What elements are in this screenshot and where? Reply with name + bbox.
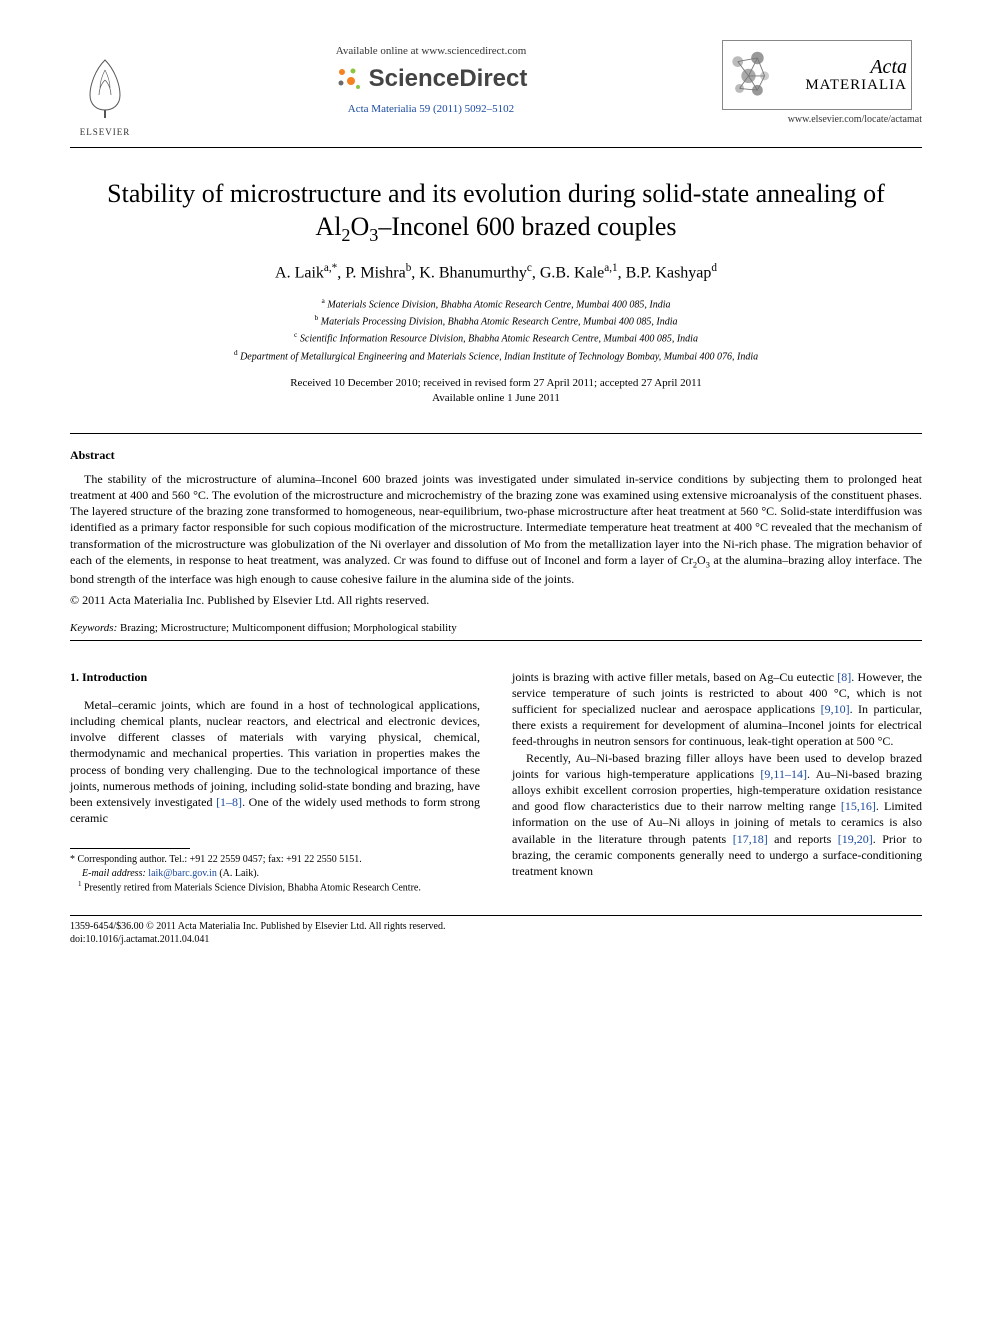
email-link[interactable]: laik@barc.gov.in (148, 868, 217, 879)
keywords-line: Keywords: Brazing; Microstructure; Multi… (70, 622, 922, 634)
affil-c: c Scientific Information Resource Divisi… (70, 329, 922, 346)
left-p1-a: Metal–ceramic joints, which are found in… (70, 698, 480, 809)
affil-a-text: Materials Science Division, Bhabha Atomi… (327, 299, 670, 310)
footnotes: * Corresponding author. Tel.: +91 22 255… (70, 853, 480, 895)
author-1-sup: a,* (324, 262, 337, 274)
ref-15-16[interactable]: [15,16] (841, 799, 876, 813)
center-header: Available online at www.sciencedirect.co… (140, 40, 722, 115)
authors-line: A. Laika,*, P. Mishrab, K. Bhanumurthyc,… (70, 262, 922, 282)
article-title: Stability of microstructure and its evol… (90, 178, 902, 246)
author-3: K. Bhanumurthy (419, 265, 527, 282)
author-1: A. Laik (275, 265, 324, 282)
bottom-rule (70, 915, 922, 916)
affil-b-text: Materials Processing Division, Bhabha At… (321, 316, 678, 327)
bottom-meta: 1359-6454/$36.00 © 2011 Acta Materialia … (70, 920, 922, 946)
ref-9-11-14[interactable]: [9,11–14] (760, 767, 807, 781)
ref-19-20[interactable]: [19,20] (838, 832, 873, 846)
acta-materialia-logo: Acta MATERIALIA (722, 40, 912, 110)
affil-c-text: Scientific Information Resource Division… (300, 334, 698, 345)
title-mid1: O (351, 212, 370, 241)
ref-1-8[interactable]: [1–8] (216, 795, 242, 809)
sciencedirect-text: ScienceDirect (369, 65, 528, 93)
ref-8[interactable]: [8] (837, 670, 851, 684)
author-2: P. Mishra (345, 265, 405, 282)
email-label: E-mail address: (82, 868, 146, 879)
header-row: ELSEVIER Available online at www.science… (70, 40, 922, 137)
journal-name-italic: Acta (870, 56, 907, 78)
ref-17-18[interactable]: [17,18] (733, 832, 768, 846)
journal-url[interactable]: www.elsevier.com/locate/actamat (722, 114, 922, 125)
abstract-bottom-rule (70, 640, 922, 641)
abstract-body: The stability of the microstructure of a… (70, 471, 922, 587)
affil-a: a Materials Science Division, Bhabha Ato… (70, 295, 922, 312)
ref-9-10[interactable]: [9,10] (821, 702, 850, 716)
sciencedirect-logo: ScienceDirect (140, 65, 722, 93)
dates-line2: Available online 1 June 2011 (70, 391, 922, 406)
elsevier-label: ELSEVIER (70, 127, 140, 137)
affil-d: d Department of Metallurgical Engineerin… (70, 347, 922, 364)
left-column: 1. Introduction Metal–ceramic joints, wh… (70, 669, 480, 896)
bottom-line1: 1359-6454/$36.00 © 2011 Acta Materialia … (70, 920, 922, 933)
elsevier-tree-icon (75, 50, 135, 120)
abstract-paragraph: The stability of the microstructure of a… (70, 471, 922, 587)
right-p1-a: joints is brazing with active filler met… (512, 670, 837, 684)
author-4: G.B. Kale (540, 265, 604, 282)
header-rule (70, 147, 922, 148)
right-p2-d: and reports (768, 832, 838, 846)
footnote-corr: * Corresponding author. Tel.: +91 22 255… (70, 853, 480, 867)
author-5: B.P. Kashyap (626, 265, 712, 282)
affil-d-text: Department of Metallurgical Engineering … (240, 351, 758, 362)
right-p1: joints is brazing with active filler met… (512, 669, 922, 750)
sciencedirect-dots-icon (335, 65, 363, 93)
footnote-email: E-mail address: laik@barc.gov.in (A. Lai… (70, 867, 480, 881)
available-online-text: Available online at www.sciencedirect.co… (140, 45, 722, 57)
journal-logo-block: Acta MATERIALIA www.elsevier.com/locate/… (722, 40, 922, 125)
abstract-copyright: © 2011 Acta Materialia Inc. Published by… (70, 593, 922, 608)
left-p1: Metal–ceramic joints, which are found in… (70, 697, 480, 827)
author-5-sup: d (711, 262, 717, 274)
author-4-sup: a,1 (604, 262, 617, 274)
abstract-label: Abstract (70, 448, 922, 463)
elsevier-logo-block: ELSEVIER (70, 40, 140, 137)
footnote-1: 1 Presently retired from Materials Scien… (70, 880, 480, 895)
footnote-1-text: Presently retired from Materials Science… (84, 883, 421, 894)
affiliations: a Materials Science Division, Bhabha Ato… (70, 295, 922, 364)
abstract-cr-mid: O (697, 553, 706, 567)
affil-b: b Materials Processing Division, Bhabha … (70, 312, 922, 329)
keywords-value: Brazing; Microstructure; Multicomponent … (117, 622, 457, 634)
email-tail: (A. Laik). (217, 868, 259, 879)
body-columns: 1. Introduction Metal–ceramic joints, wh… (70, 669, 922, 896)
intro-heading: 1. Introduction (70, 669, 480, 685)
footnote-separator (70, 848, 190, 849)
footnote-corr-text: * Corresponding author. Tel.: +91 22 255… (70, 854, 362, 865)
journal-name-caps: MATERIALIA (805, 77, 907, 93)
title-sub1: 2 (341, 225, 350, 245)
author-2-sup: b (406, 262, 412, 274)
keywords-label: Keywords: (70, 622, 117, 634)
dates-line1: Received 10 December 2010; received in r… (70, 376, 922, 391)
acta-crystal-icon (727, 46, 774, 104)
article-dates: Received 10 December 2010; received in r… (70, 376, 922, 407)
title-post: –Inconel 600 brazed couples (378, 212, 676, 241)
journal-reference[interactable]: Acta Materialia 59 (2011) 5092–5102 (140, 103, 722, 115)
right-p2: Recently, Au–Ni-based brazing filler all… (512, 750, 922, 880)
abstract-top-rule (70, 433, 922, 434)
bottom-line2: doi:10.1016/j.actamat.2011.04.041 (70, 933, 922, 946)
author-3-sup: c (527, 262, 532, 274)
right-column: joints is brazing with active filler met… (512, 669, 922, 896)
